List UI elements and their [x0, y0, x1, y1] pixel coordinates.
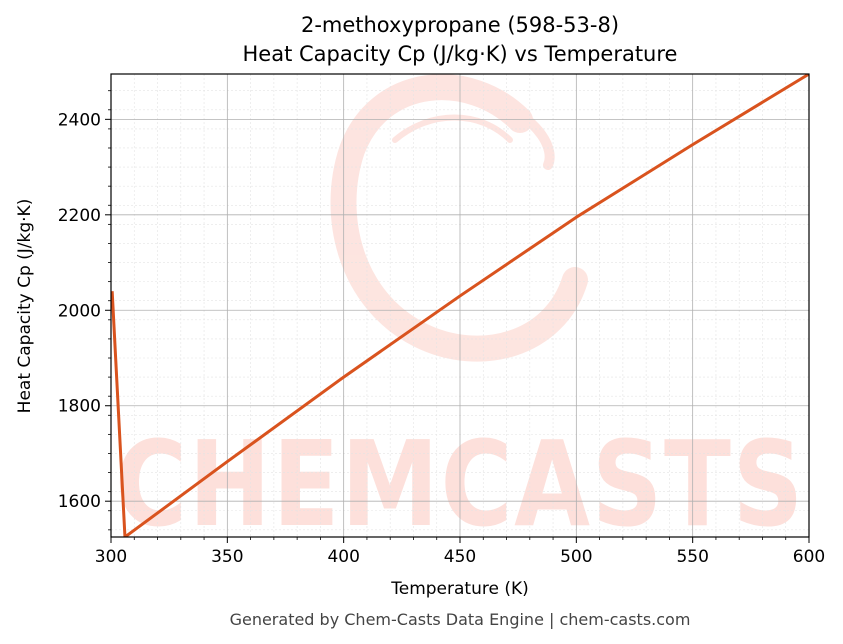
x-tick-label: 600	[793, 547, 825, 567]
x-tick-label: 500	[560, 547, 592, 567]
y-axis-label: Heat Capacity Cp (J/kg·K)	[15, 199, 35, 414]
chart-title-line2: Heat Capacity Cp (J/kg·K) vs Temperature	[243, 42, 678, 66]
y-tick-label: 2400	[58, 110, 101, 130]
y-tick-label: 2200	[58, 206, 101, 226]
series-layer	[111, 74, 809, 537]
x-axis-label: Temperature (K)	[390, 579, 529, 599]
x-tick-labels: 300 350 400 450 500 550 600	[95, 547, 825, 567]
x-tick-label: 300	[95, 547, 127, 567]
x-tick-label: 400	[327, 547, 359, 567]
y-tick-label: 1600	[58, 492, 101, 512]
footer-credit: Generated by Chem-Casts Data Engine | ch…	[230, 610, 691, 629]
x-tick-label: 350	[211, 547, 243, 567]
chart-title-line1: 2-methoxypropane (598-53-8)	[301, 13, 619, 37]
axis-ticks	[105, 90, 810, 543]
x-tick-label: 550	[676, 547, 708, 567]
series-line	[111, 74, 809, 537]
y-tick-label: 1800	[58, 397, 101, 417]
y-tick-label: 2000	[58, 301, 101, 321]
x-tick-label: 450	[444, 547, 476, 567]
y-tick-labels: 1600 1800 2000 2200 2400	[58, 110, 101, 512]
watermark-logo	[330, 74, 588, 362]
